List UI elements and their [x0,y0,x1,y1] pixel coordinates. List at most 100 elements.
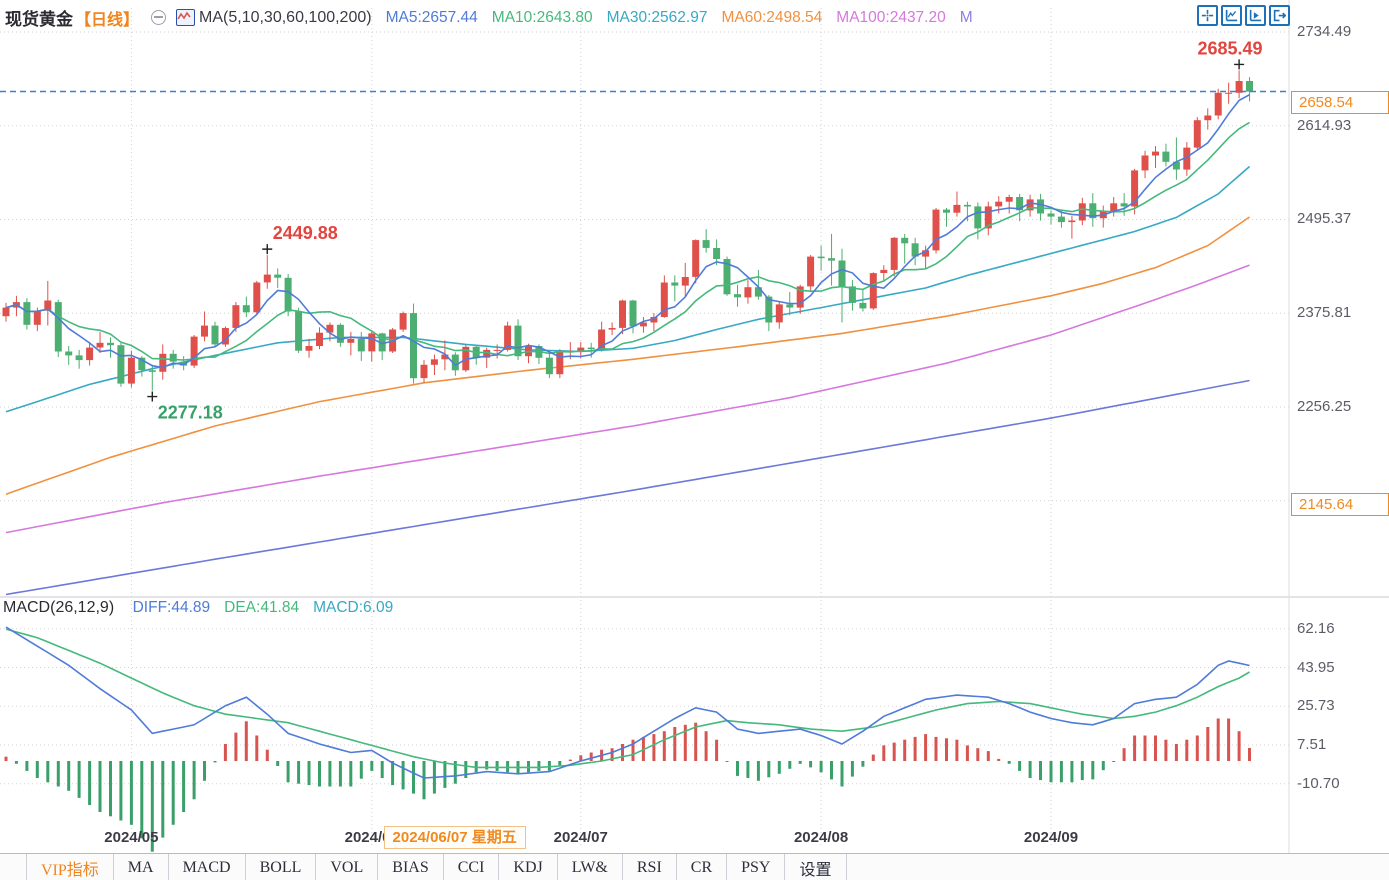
candle[interactable] [1068,220,1076,223]
candle[interactable] [514,325,522,357]
candle[interactable] [336,324,344,343]
candle[interactable] [1078,203,1086,221]
candle[interactable] [577,347,585,352]
candle[interactable] [326,324,334,333]
candle[interactable] [984,206,992,229]
candle[interactable] [65,351,73,356]
candle[interactable] [608,328,616,330]
candle[interactable] [1131,170,1139,207]
candle[interactable] [1005,197,1013,202]
candle[interactable] [1225,92,1233,94]
candle[interactable] [441,354,449,360]
candle[interactable] [295,311,303,351]
candle[interactable] [681,277,689,286]
tab-KDJ[interactable]: KDJ [499,854,558,880]
candle[interactable] [723,259,731,295]
candle[interactable] [786,304,794,308]
candle[interactable] [368,333,376,352]
candle[interactable] [545,357,553,375]
candle[interactable] [859,302,867,309]
candle[interactable] [922,250,930,257]
candle[interactable] [504,325,512,350]
candle[interactable] [378,333,386,352]
candle[interactable] [1057,216,1065,223]
candle[interactable] [483,349,491,358]
candle[interactable] [138,357,146,371]
crosshair-icon[interactable] [1197,5,1218,26]
candle[interactable] [828,258,835,261]
candle[interactable] [44,300,52,311]
play-chart-icon[interactable] [1245,5,1266,26]
candle[interactable] [23,302,31,325]
candle[interactable] [159,353,167,372]
candle[interactable] [1246,81,1253,92]
candle[interactable] [201,325,208,337]
candle[interactable] [451,354,459,371]
candle[interactable] [817,256,825,259]
candle[interactable] [284,277,292,312]
candle[interactable] [587,347,595,350]
candle[interactable] [305,346,313,351]
candle[interactable] [848,286,856,303]
indicator-mini-chart-icon[interactable] [176,9,196,26]
candle[interactable] [1037,199,1044,214]
candle[interactable] [1141,155,1149,171]
candle[interactable] [775,304,783,323]
candle[interactable] [838,260,846,287]
tab-RSI[interactable]: RSI [623,854,677,880]
candle[interactable] [995,201,1003,207]
candle[interactable] [86,347,94,361]
axis-chart-icon[interactable] [1221,5,1242,26]
candle[interactable] [911,243,919,257]
candle[interactable] [493,349,501,351]
candle[interactable] [107,342,114,346]
candle[interactable] [253,282,261,313]
candle[interactable] [2,307,10,317]
candle[interactable] [274,274,282,278]
candle[interactable] [1026,199,1034,211]
candle[interactable] [692,240,700,277]
candle[interactable] [629,300,637,327]
tab-MA[interactable]: MA [114,854,169,880]
candle[interactable] [880,269,888,273]
candle[interactable] [263,274,271,283]
candle[interactable] [639,322,647,327]
candle[interactable] [1183,147,1191,170]
candle[interactable] [650,317,658,323]
candle[interactable] [190,336,198,366]
candle[interactable] [974,206,982,229]
candle[interactable] [127,357,135,384]
candle[interactable] [430,359,438,365]
candle[interactable] [410,313,417,379]
candle[interactable] [1204,115,1212,121]
candle[interactable] [932,209,940,251]
candle[interactable] [1047,213,1055,217]
candle[interactable] [671,282,679,286]
exit-icon[interactable] [1269,5,1290,26]
candle[interactable] [1193,120,1201,148]
candle[interactable] [347,338,355,343]
candle[interactable] [148,370,156,372]
tab-LW&[interactable]: LW& [558,854,623,880]
tab-设置[interactable]: 设置 [785,854,847,880]
candle[interactable] [1172,161,1180,170]
candle[interactable] [598,329,606,350]
candle[interactable] [619,300,626,328]
candle[interactable] [33,310,41,325]
candle[interactable] [96,342,104,348]
tab-VIP指标[interactable]: VIP指标 [27,854,114,880]
tab-BIAS[interactable]: BIAS [378,854,444,880]
candle[interactable] [943,209,950,213]
candle[interactable] [702,240,710,248]
candle[interactable] [765,296,773,323]
candle[interactable] [796,286,804,308]
candle[interactable] [357,338,365,352]
candle[interactable] [242,305,250,313]
candle[interactable] [169,353,177,362]
candle[interactable] [953,204,961,213]
candle[interactable] [232,305,240,328]
candle[interactable] [1152,151,1159,156]
candle[interactable] [713,248,721,259]
candle[interactable] [963,204,971,207]
candle[interactable] [734,294,741,298]
